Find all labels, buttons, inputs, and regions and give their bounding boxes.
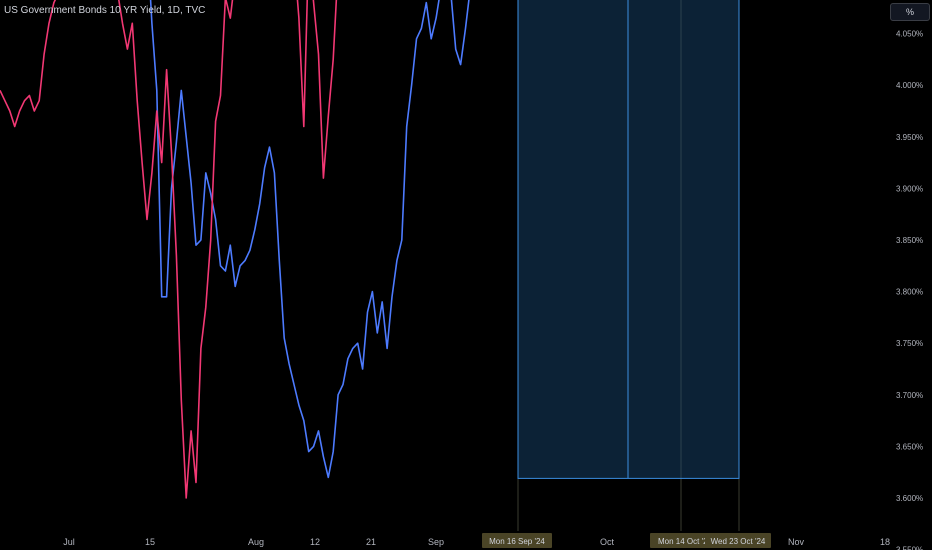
x-tick-label: Oct — [600, 537, 615, 547]
y-tick-label: 3.650% — [896, 442, 923, 451]
x-tick-label: 21 — [366, 537, 376, 547]
y-tick-label: 3.550% — [896, 546, 923, 550]
unit-toggle-button[interactable]: % — [890, 3, 930, 21]
x-axis: Jul 15 Aug 12 21 Sep Oct Nov 18 Mon 16 Sep '24 Mon… — [63, 533, 890, 548]
date-badge — [482, 533, 552, 548]
chart-title: US Government Bonds 10 YR Yield, 1D, TVC — [4, 5, 206, 16]
x-tick-label: Sep — [428, 537, 444, 547]
x-tick-label: Jul — [63, 537, 75, 547]
date-badge — [705, 533, 771, 548]
x-tick-label: 18 — [880, 537, 890, 547]
y-tick-label: 3.600% — [896, 494, 923, 503]
y-tick-label: 4.000% — [896, 81, 923, 90]
date-badge-label: Mon 14 Oct '24 — [658, 537, 713, 546]
x-tick-label: 15 — [145, 537, 155, 547]
x-tick-label: Aug — [248, 537, 264, 547]
y-tick-label: 3.850% — [896, 236, 923, 245]
y-tick-label: 3.900% — [896, 184, 923, 193]
series-line-blue — [149, 0, 470, 479]
y-tick-label: 3.800% — [896, 288, 923, 297]
y-axis: 4.500%4.450%4.400%4.350%4.300%4.250%4.20… — [896, 30, 923, 550]
y-tick-label: 3.700% — [896, 391, 923, 400]
gridlines — [517, 0, 740, 531]
x-tick-label: 12 — [310, 537, 320, 547]
date-badge — [650, 533, 720, 548]
series-layer — [0, 0, 470, 499]
y-tick-label: 3.750% — [896, 339, 923, 348]
series-line-pink — [0, 0, 338, 499]
y-tick-label: 4.050% — [896, 30, 923, 39]
date-badge-label: Mon 16 Sep '24 — [489, 537, 545, 546]
x-tick-label: Nov — [788, 537, 805, 547]
y-tick-label: 3.950% — [896, 133, 923, 142]
measurement-arrows: 0.292 (7.00%) 2920.630 (17.41%) 630 — [627, 0, 629, 479]
date-badge-label: Wed 23 Oct '24 — [711, 537, 766, 546]
